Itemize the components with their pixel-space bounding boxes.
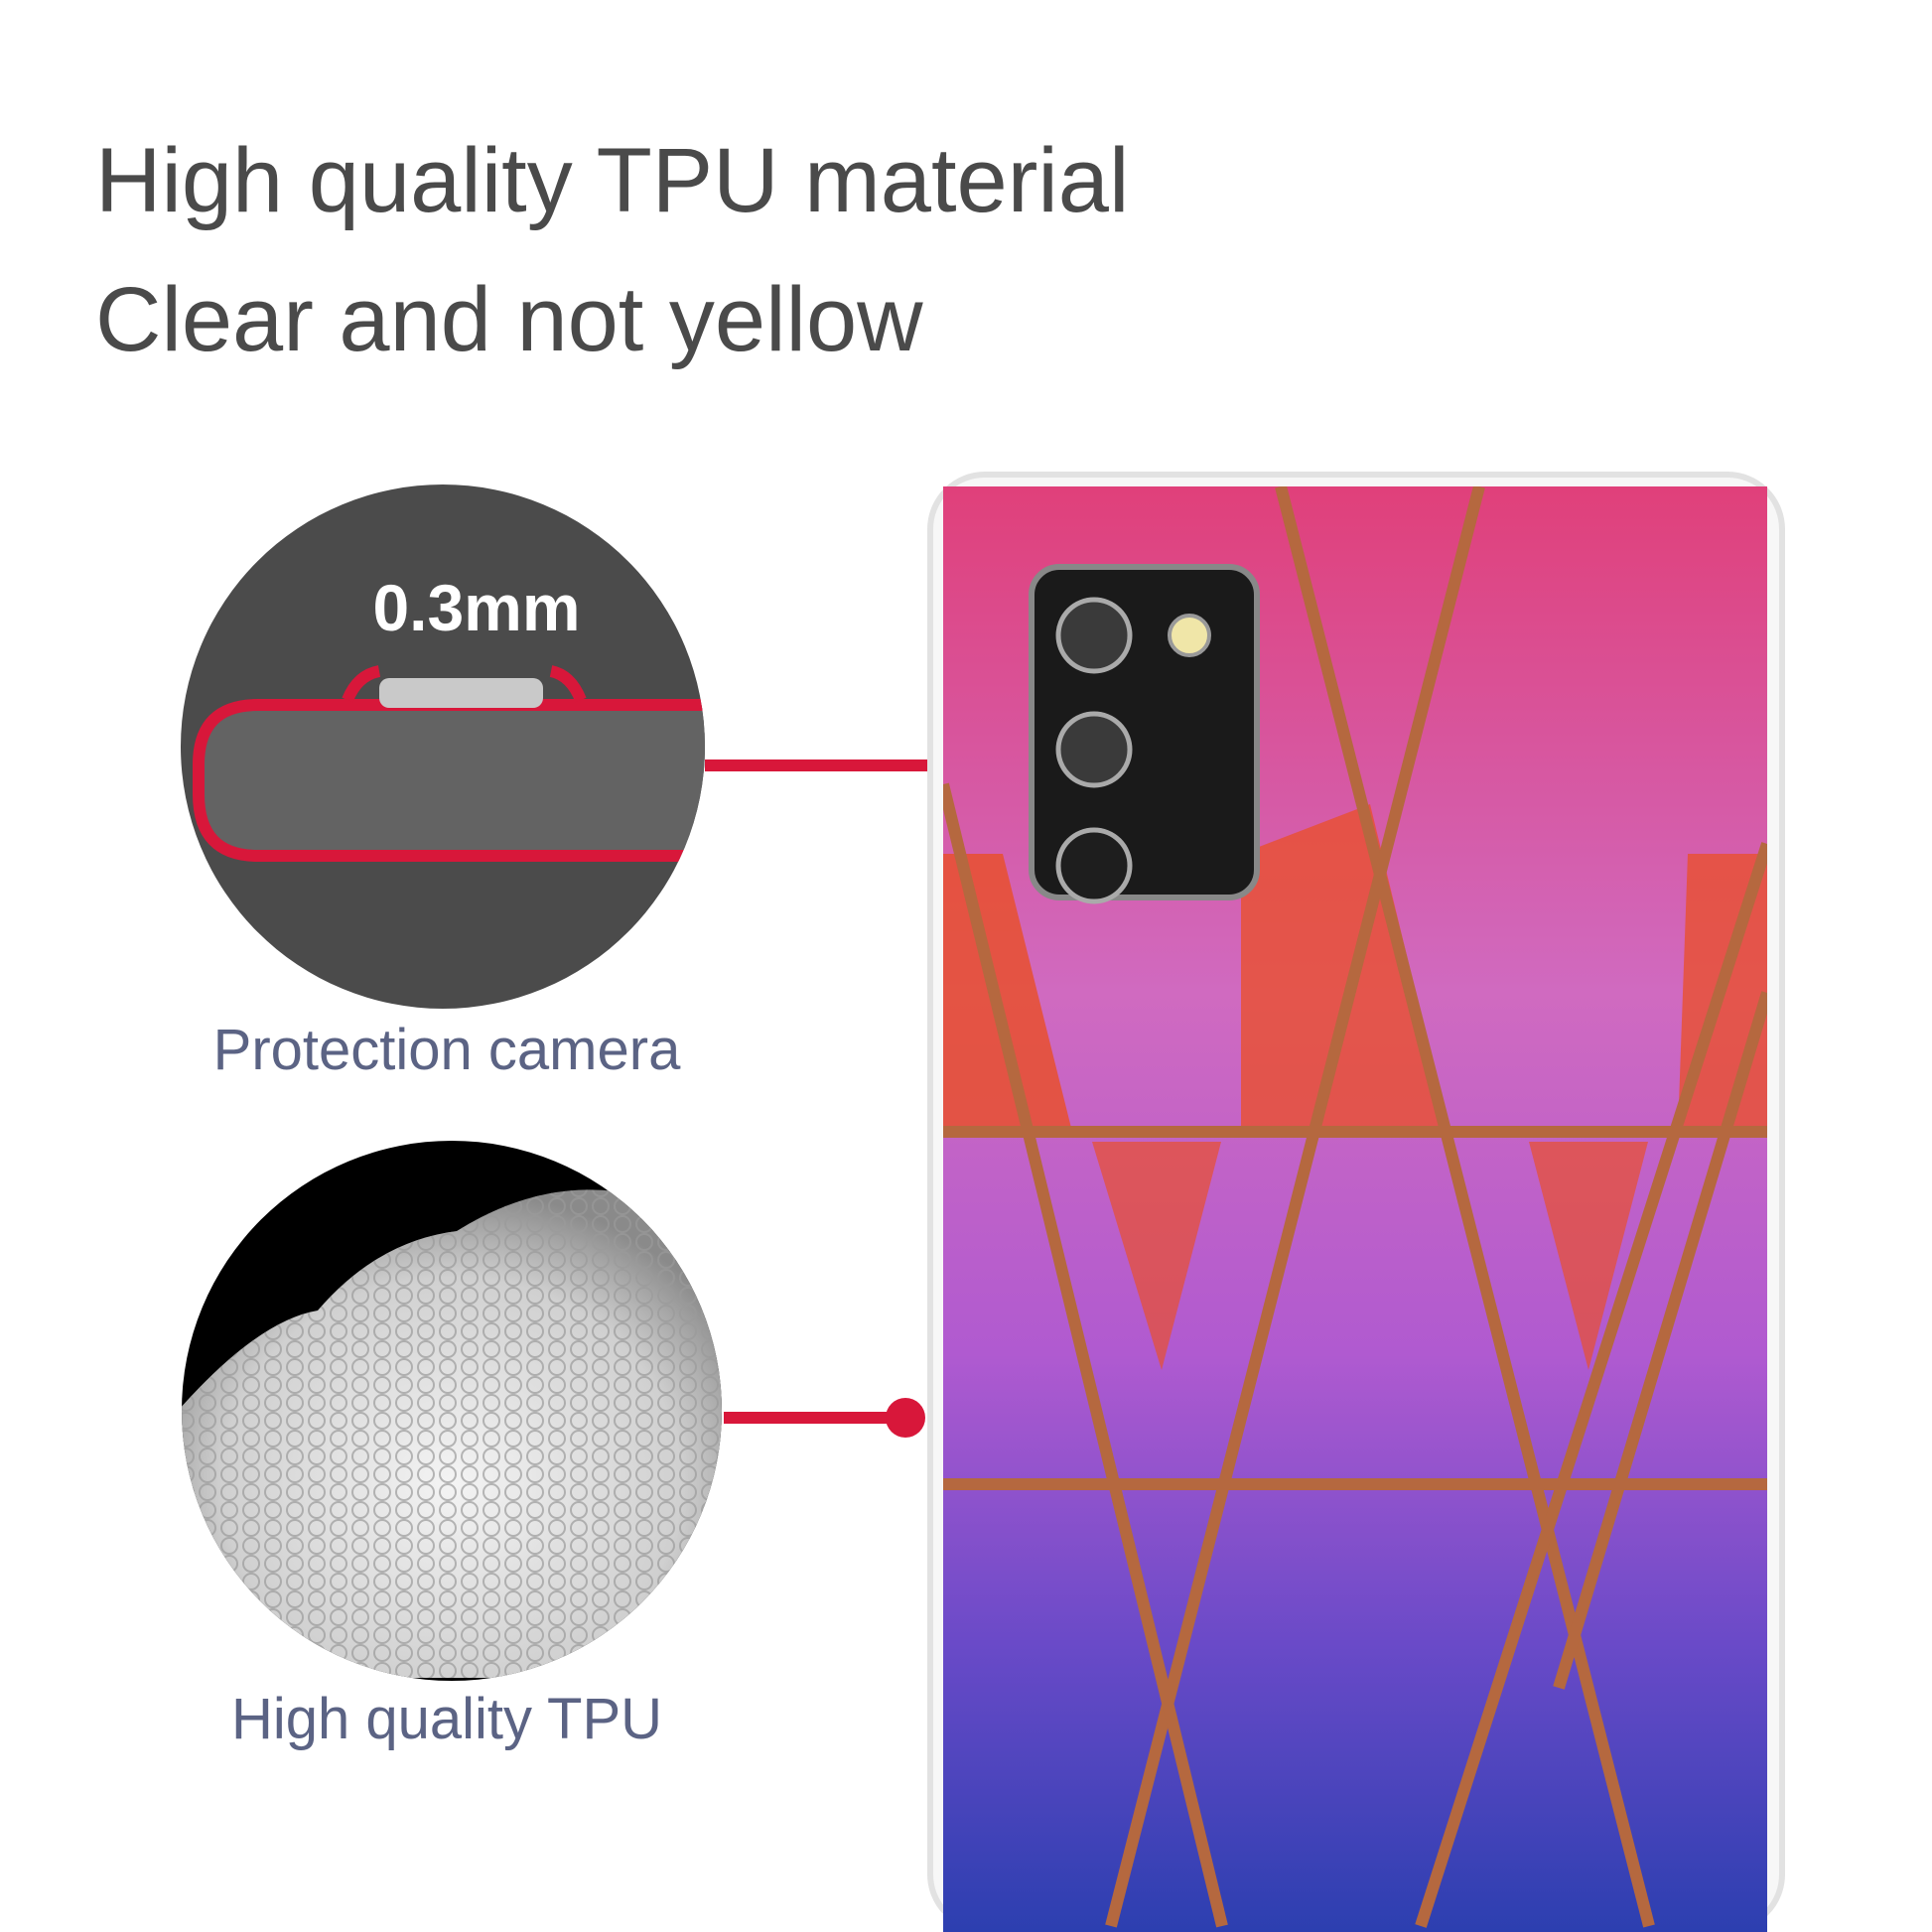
camera-protection-circle [181,484,1051,1009]
headline-line-2: Clear and not yellow [95,269,923,370]
phone-case [927,472,1785,1932]
tpu-caption: High quality TPU [230,1687,663,1751]
tpu-material-circle [182,1141,925,1681]
protection-camera-caption: Protection camera [212,1018,681,1082]
camera-module [1029,564,1260,904]
geometric-lines [943,486,1767,1928]
thickness-label: 0.3mm [372,571,580,644]
headline-line-1: High quality TPU material [95,130,1130,231]
